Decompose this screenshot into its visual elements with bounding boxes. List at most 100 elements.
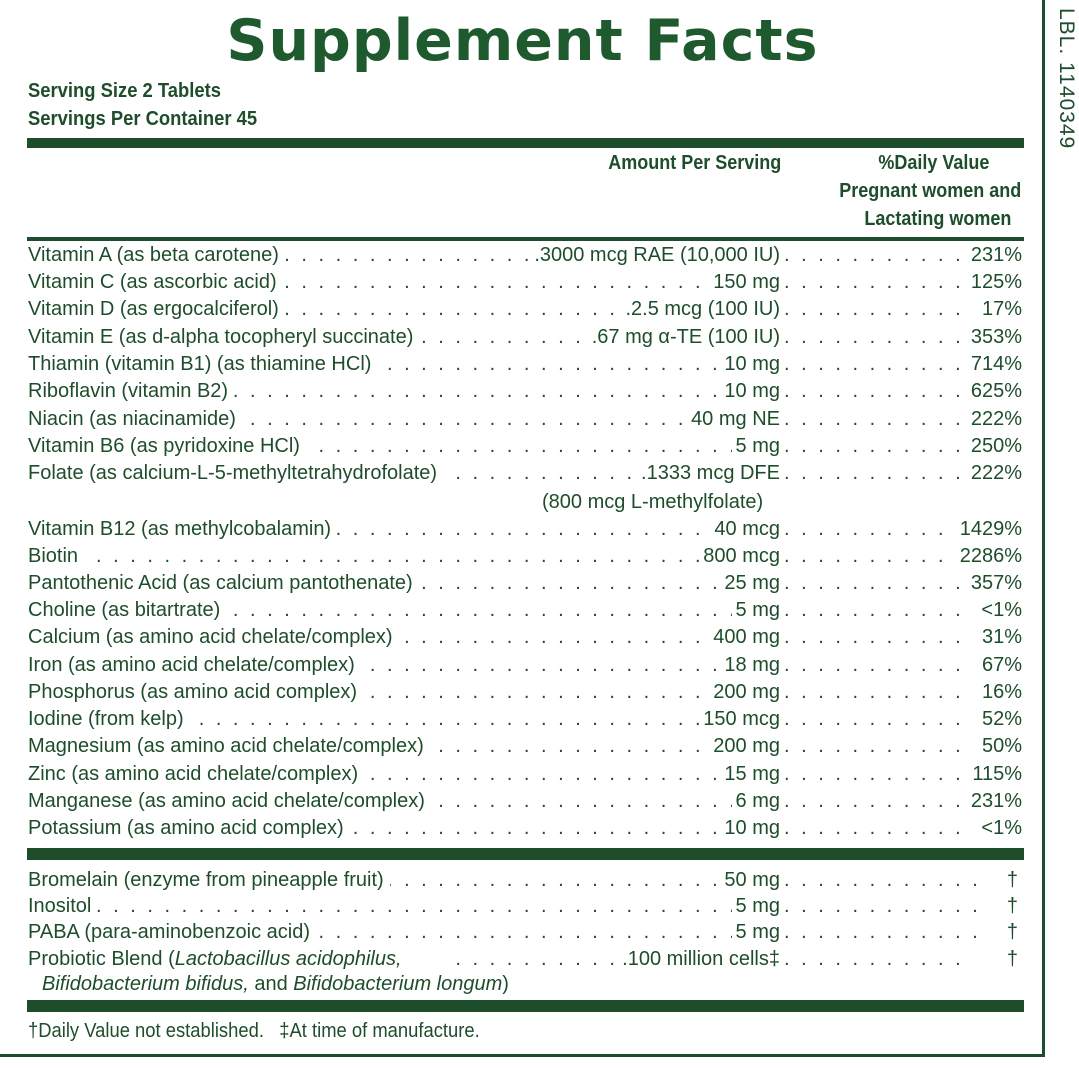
nutrient-amount: 150 mg [709, 271, 780, 294]
nutrient-amount: 18 mg [720, 654, 780, 677]
nutrient-daily-value: 52% [975, 708, 1022, 731]
nutrient-amount: 6 mg [731, 790, 780, 813]
amount-per-serving-header: Amount Per Serving [607, 152, 781, 174]
nutrient-row: . . . . . . . . . . . . . . . . . . . . … [28, 353, 1022, 376]
other-daily-value: † [1000, 921, 1018, 944]
nutrient-amount: 800 mcg [699, 545, 780, 568]
nutrient-name: Iodine (from kelp) [28, 708, 190, 731]
nutrient-amount: 15 mg [720, 763, 780, 786]
footnote: †Daily Value not established. ‡At time o… [28, 1020, 480, 1042]
other-row: . . . . . . . . . . . . . . . . . . . . … [28, 921, 1018, 944]
nutrient-row: . . . . . . . . . . . . . . . . . . . . … [28, 763, 1022, 786]
panel-title: Supplement Facts [226, 8, 819, 74]
nutrient-row: . . . . . . . . . . . . . . . . . . . . … [28, 518, 1022, 541]
probiotic-amount: .100 million cells‡ [620, 948, 780, 971]
nutrient-amount: .2.5 mcg (100 IU) [621, 298, 780, 321]
nutrient-daily-value: 222% [964, 462, 1022, 485]
servings-per-container: Servings Per Container 45 [28, 108, 258, 130]
probiotic-row: Probiotic Blend (Lactobacillus acidophil… [28, 948, 1018, 971]
nutrient-name: Phosphorus (as amino acid complex) [28, 681, 364, 704]
nutrient-name: Riboflavin (vitamin B2) [28, 380, 235, 403]
nutrient-daily-value: 250% [964, 435, 1022, 458]
nutrient-row: . . . . . . . . . . . . . . . . . . . . … [28, 326, 1022, 349]
serving-size: Serving Size 2 Tablets [28, 80, 221, 102]
nutrient-daily-value: 222% [964, 408, 1022, 431]
nutrient-daily-value: 50% [975, 735, 1022, 758]
nutrient-row: . . . . . . . . . . . . . . . . . . . . … [28, 599, 1022, 622]
other-row: . . . . . . . . . . . . . . . . . . . . … [28, 869, 1018, 892]
nutrient-amount: 5 mg [731, 435, 780, 458]
nutrient-daily-value: 353% [964, 326, 1022, 349]
nutrient-daily-value: 17% [975, 298, 1022, 321]
nutrient-amount: 10 mg [720, 817, 780, 840]
nutrient-name: Calcium (as amino acid chelate/complex) [28, 626, 399, 649]
nutrient-name: Choline (as bitartrate) [28, 599, 227, 622]
nutrient-daily-value: 2286% [953, 545, 1022, 568]
nutrient-amount: 150 mcg [699, 708, 780, 731]
nutrient-daily-value: 357% [964, 572, 1022, 595]
nutrient-amount: 200 mg [709, 735, 780, 758]
other-name: Bromelain (enzyme from pineapple fruit) [28, 869, 390, 892]
nutrient-daily-value: 16% [975, 681, 1022, 704]
probiotic-name-italic: Lactobacillus acidophilus, [174, 948, 402, 970]
nutrient-row: . . . . . . . . . . . . . . . . . . . . … [28, 271, 1022, 294]
nutrient-row: . . . . . . . . . . . . . . . . . . . . … [28, 572, 1022, 595]
probiotic-dv: † [1006, 948, 1018, 970]
other-name: PABA (para-aminobenzoic acid) [28, 921, 316, 944]
nutrient-name: Potassium (as amino acid complex) [28, 817, 350, 840]
nutrient-row: . . . . . . . . . . . . . . . . . . . . … [28, 435, 1022, 458]
nutrient-daily-value: 231% [964, 244, 1022, 267]
nutrient-name: Thiamin (vitamin B1) (as thiamine HCl) [28, 353, 378, 376]
nutrient-row: . . . . . . . . . . . . . . . . . . . . … [28, 708, 1022, 731]
nutrient-name: Pantothenic Acid (as calcium pantothenat… [28, 572, 419, 595]
other-amount: 5 mg [731, 921, 780, 944]
nutrient-name: Magnesium (as amino acid chelate/complex… [28, 735, 430, 758]
nutrient-name: Niacin (as niacinamide) [28, 408, 242, 431]
nutrient-amount: .1333 mcg DFE [637, 462, 780, 485]
nutrient-name: Vitamin C (as ascorbic acid) [28, 271, 283, 294]
nutrient-row: . . . . . . . . . . . . . . . . . . . . … [28, 817, 1022, 840]
nutrient-daily-value: <1% [975, 599, 1022, 622]
daily-value-header: %Daily Value [877, 152, 989, 174]
other-row: . . . . . . . . . . . . . . . . . . . . … [28, 895, 1018, 918]
probiotic-line2: Bifidobacterium bifidus, and Bifidobacte… [42, 973, 509, 996]
daily-value-header-line3: Lactating women [863, 208, 1011, 230]
bottom-thick-rule [27, 1000, 1024, 1012]
nutrient-daily-value: 714% [964, 353, 1022, 376]
label-code: LBL. 1140349 [1055, 8, 1078, 150]
nutrient-amount: 400 mg [709, 626, 780, 649]
nutrient-daily-value: 115% [966, 763, 1022, 786]
nutrient-amount: 40 mg NE [687, 408, 780, 431]
nutrient-row: . . . . . . . . . . . . . . . . . . . . … [28, 244, 1022, 267]
nutrient-daily-value: 625% [964, 380, 1022, 403]
nutrient-row: . . . . . . . . . . . . . . . . . . . . … [28, 790, 1022, 813]
nutrient-daily-value: 125% [964, 271, 1022, 294]
nutrient-name: Vitamin E (as d-alpha tocopheryl succina… [28, 326, 420, 349]
nutrient-daily-value: 231% [964, 790, 1022, 813]
nutrient-name: Biotin [28, 545, 85, 568]
nutrient-amount: 10 mg [720, 353, 780, 376]
middle-thick-rule [27, 848, 1024, 860]
nutrient-name: Zinc (as amino acid chelate/complex) [28, 763, 365, 786]
nutrient-amount: 25 mg [720, 572, 780, 595]
other-daily-value: † [1000, 895, 1018, 918]
nutrient-daily-value: <1% [975, 817, 1022, 840]
nutrient-daily-value: 31% [975, 626, 1022, 649]
nutrient-amount: 200 mg [709, 681, 780, 704]
nutrient-row: . . . . . . . . . . . . . . . . . . . . … [28, 626, 1022, 649]
other-amount: 5 mg [731, 895, 780, 918]
folate-note: (800 mcg L-methylfolate) [542, 491, 764, 513]
nutrient-amount: .67 mg α-TE (100 IU) [587, 326, 780, 349]
nutrient-amount: 40 mcg [710, 518, 780, 541]
nutrient-name: Vitamin A (as beta carotene) [28, 244, 285, 267]
other-daily-value: † [1000, 869, 1018, 892]
nutrient-row: . . . . . . . . . . . . . . . . . . . . … [28, 408, 1022, 431]
nutrient-row: . . . . . . . . . . . . . . . . . . . . … [28, 654, 1022, 677]
probiotic-and: and [248, 973, 294, 995]
daily-value-header-line2: Pregnant women and [838, 180, 1021, 202]
probiotic-species-2: Bifidobacterium bifidus, [42, 973, 249, 995]
header-rule [27, 237, 1024, 241]
nutrient-daily-value: 67% [975, 654, 1022, 677]
nutrient-name: Vitamin D (as ergocalciferol) [28, 298, 285, 321]
probiotic-name-prefix: Probiotic Blend ( [28, 948, 175, 970]
